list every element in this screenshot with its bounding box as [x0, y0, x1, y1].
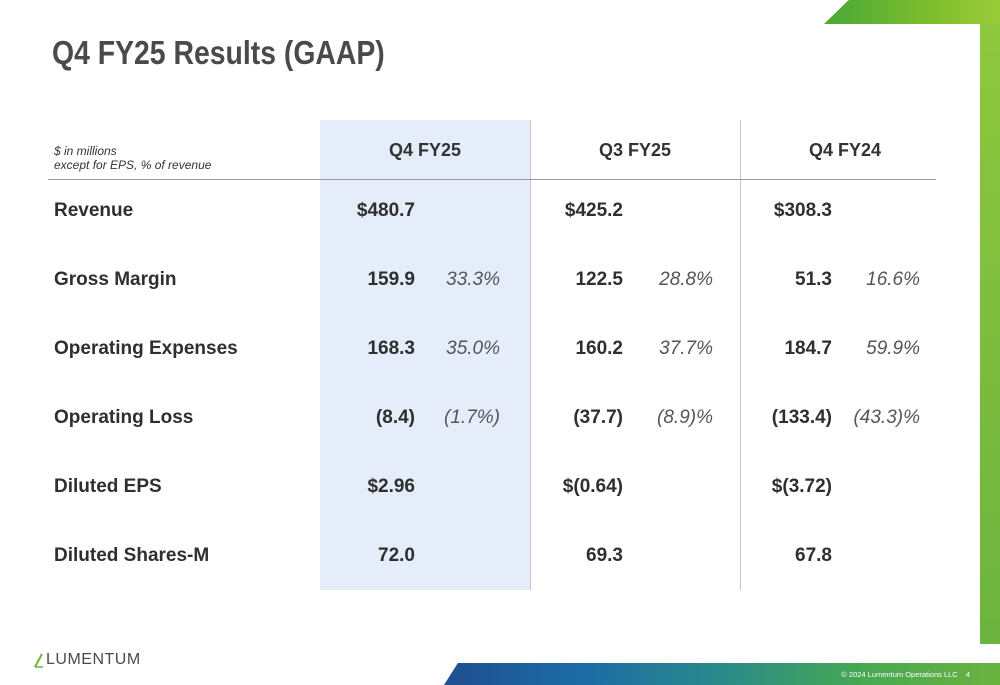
- units-note-line: except for EPS, % of revenue: [54, 158, 212, 172]
- cell-value: (8.4): [375, 407, 415, 428]
- column-divider: [740, 120, 741, 590]
- page-title: Q4 FY25 Results (GAAP): [52, 34, 385, 71]
- cell-value: $2.96: [367, 476, 415, 497]
- column-header-q4-fy24: Q4 FY24: [808, 140, 882, 160]
- cell-value: 184.7: [784, 338, 832, 359]
- cell-percent: (43.3)%: [853, 407, 920, 428]
- logo-text: LUMENTUM: [46, 651, 141, 668]
- corner-accent: [824, 0, 1000, 24]
- column-header-q4-fy25: Q4 FY25: [388, 140, 462, 160]
- column-divider: [530, 120, 531, 590]
- cell-value: $(0.64): [562, 476, 623, 497]
- right-accent-bar: [980, 24, 1000, 644]
- cell-value: 168.3: [367, 338, 415, 359]
- cell-value: (133.4): [771, 407, 832, 428]
- cell-value: $425.2: [564, 200, 623, 221]
- cell-percent: (1.7%): [444, 407, 500, 428]
- cell-percent: 16.6%: [866, 269, 920, 290]
- cell-value: 159.9: [367, 269, 415, 290]
- lumentum-logo-icon: [34, 653, 43, 668]
- cell-percent: 28.8%: [659, 269, 713, 290]
- row-label: Operating Expenses: [54, 338, 238, 359]
- cell-value: 122.5: [575, 269, 623, 290]
- cell-value: $480.7: [356, 200, 415, 221]
- cell-value: 69.3: [586, 545, 623, 566]
- cell-percent: 33.3%: [446, 269, 500, 290]
- row-label: Operating Loss: [54, 407, 194, 428]
- units-note: $ in millions except for EPS, % of reven…: [54, 144, 211, 172]
- highlight-column: [320, 120, 530, 590]
- column-header-q3-fy25: Q3 FY25: [598, 140, 672, 160]
- page-number: 4: [965, 670, 970, 679]
- cell-percent: (8.9)%: [657, 407, 713, 428]
- cell-value: 160.2: [575, 338, 623, 359]
- cell-percent: 59.9%: [866, 338, 920, 359]
- row-label: Diluted Shares-M: [54, 545, 210, 566]
- cell-percent: 37.7%: [659, 338, 713, 359]
- cell-value: $308.3: [773, 200, 832, 221]
- cell-value: (37.7): [573, 407, 623, 428]
- cell-value: $(3.72): [771, 476, 832, 497]
- row-label: Revenue: [54, 200, 134, 221]
- units-note-line: $ in millions: [54, 144, 117, 158]
- cell-value: 72.0: [378, 545, 415, 566]
- cell-percent: 35.0%: [446, 338, 500, 359]
- row-label: Diluted EPS: [54, 476, 162, 497]
- footer-copyright: © 2024 Lumentum Operations LLC 4: [841, 670, 970, 679]
- copyright-text: © 2024 Lumentum Operations LLC: [841, 670, 958, 679]
- cell-value: 67.8: [795, 545, 832, 566]
- bottom-band: [444, 663, 1000, 685]
- cell-value: 51.3: [795, 269, 832, 290]
- header-divider: [48, 179, 936, 180]
- row-label: Gross Margin: [54, 269, 177, 290]
- logo: LUMENTUM: [34, 651, 141, 669]
